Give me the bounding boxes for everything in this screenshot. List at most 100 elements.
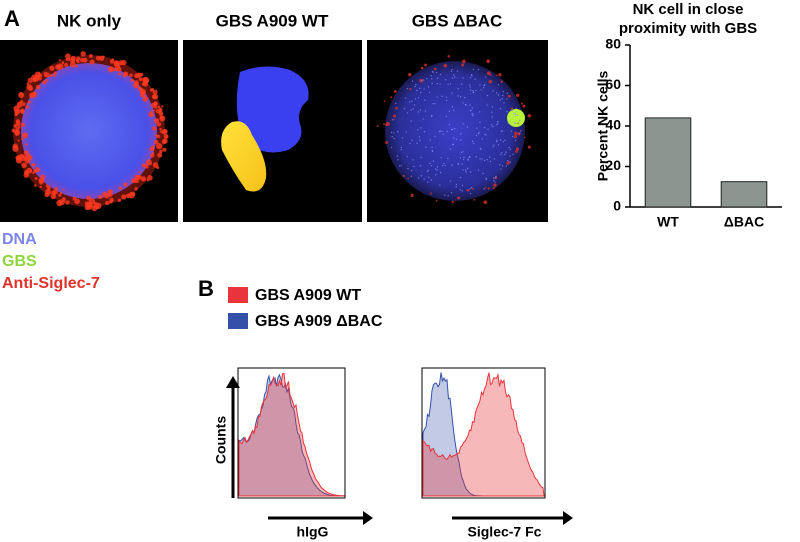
- speckle: [462, 169, 464, 171]
- speckle: [390, 131, 393, 134]
- speckle: [58, 59, 61, 62]
- arrow-head: [363, 511, 373, 525]
- speckle: [412, 108, 414, 110]
- speckle: [462, 158, 465, 161]
- speckle: [473, 198, 476, 201]
- speckle: [472, 91, 475, 94]
- speckle: [469, 76, 471, 79]
- speckle: [508, 146, 510, 149]
- speckle: [84, 201, 90, 206]
- speckle: [33, 184, 37, 187]
- speckle: [418, 136, 421, 138]
- speckle: [475, 89, 477, 92]
- plot-frame: [237, 367, 346, 499]
- speckle: [502, 90, 504, 93]
- speckle: [35, 84, 41, 90]
- speckle: [409, 101, 411, 103]
- speckle: [31, 163, 36, 167]
- speckle: [466, 188, 470, 192]
- speckle: [505, 151, 507, 153]
- speckle: [424, 110, 426, 112]
- speckle: [453, 137, 455, 139]
- speckle: [156, 122, 162, 127]
- speckle: [443, 63, 448, 68]
- speckle: [26, 82, 30, 86]
- speckle: [506, 98, 508, 100]
- speckle: [27, 100, 31, 104]
- speckle: [470, 186, 473, 189]
- speckle: [485, 134, 487, 136]
- speckle: [12, 145, 19, 152]
- speckle: [527, 113, 532, 118]
- bar: [644, 117, 692, 208]
- speckle: [463, 96, 466, 99]
- speckle: [79, 57, 85, 63]
- speckle: [456, 70, 459, 72]
- speckle: [507, 122, 509, 125]
- speckle: [19, 100, 24, 104]
- speckle: [142, 81, 148, 87]
- speckle: [411, 100, 413, 103]
- speckle: [428, 91, 431, 94]
- speckle: [154, 139, 159, 145]
- speckle: [13, 105, 20, 112]
- histogram: [422, 372, 545, 497]
- speckle: [512, 153, 514, 155]
- speckle: [383, 123, 385, 125]
- speckle: [459, 96, 462, 98]
- speckle: [509, 148, 512, 151]
- speckle: [453, 109, 455, 111]
- speckle: [493, 183, 497, 187]
- speckle: [400, 165, 402, 167]
- speckle: [451, 92, 453, 94]
- speckle: [121, 59, 127, 66]
- speckle: [431, 82, 433, 85]
- speckle: [483, 126, 486, 129]
- speckle: [138, 170, 141, 174]
- x-tick-label: WT: [657, 214, 679, 230]
- speckle: [497, 94, 500, 96]
- speckle: [511, 109, 513, 112]
- speckle: [447, 83, 449, 86]
- speckle: [424, 99, 426, 101]
- speckle: [483, 84, 486, 86]
- speckle: [472, 187, 475, 190]
- speckle: [514, 131, 518, 136]
- speckle: [154, 105, 158, 109]
- speckle: [44, 192, 50, 198]
- speckle: [161, 128, 168, 135]
- speckle: [487, 128, 489, 130]
- speckle: [409, 87, 412, 91]
- speckle: [21, 137, 24, 141]
- speckle: [390, 146, 393, 149]
- speckle: [152, 93, 159, 100]
- speckle: [422, 79, 425, 81]
- speckle: [457, 196, 461, 200]
- speckle: [453, 127, 456, 130]
- speckle: [446, 130, 448, 133]
- speckle: [70, 58, 76, 64]
- speckle: [408, 72, 412, 77]
- speckle: [499, 107, 502, 110]
- speckle: [98, 194, 103, 200]
- speckle: [102, 55, 105, 58]
- speckle: [88, 198, 96, 205]
- speckle: [501, 165, 504, 167]
- speckle: [467, 158, 469, 160]
- speckle: [513, 112, 515, 114]
- x-axis-label: Siglec-7 Fc: [468, 524, 542, 540]
- speckle: [462, 123, 464, 125]
- speckle: [486, 94, 489, 97]
- speckle: [35, 77, 38, 80]
- speckle: [453, 76, 456, 78]
- speckle: [25, 105, 30, 109]
- speckle: [118, 186, 122, 190]
- speckle: [419, 165, 422, 167]
- speckle: [517, 122, 519, 125]
- panel-label: A: [4, 6, 20, 31]
- speckle: [156, 143, 163, 150]
- speckle: [483, 200, 488, 205]
- panel-label: B: [198, 276, 214, 301]
- speckle: [56, 64, 60, 68]
- speckle: [500, 153, 502, 156]
